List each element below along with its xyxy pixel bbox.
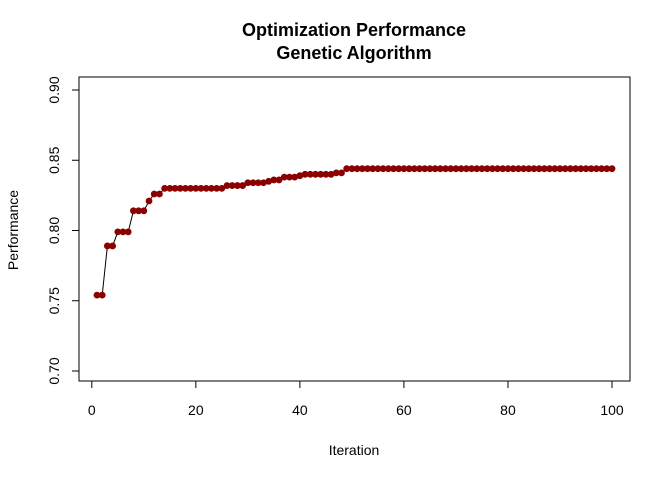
y-tick-label: 0.90: [46, 76, 62, 103]
y-tick-label: 0.70: [46, 357, 62, 384]
series-layer: [93, 165, 616, 299]
y-tick-label: 0.75: [46, 287, 62, 314]
y-tick-label: 0.80: [46, 217, 62, 244]
x-axis-label: Iteration: [329, 442, 380, 458]
x-tick-label: 0: [88, 402, 96, 418]
y-axis: 0.70 0.75 0.80 0.85 0.90: [46, 76, 80, 385]
data-point: [156, 190, 163, 198]
chart-subtitle: Genetic Algorithm: [276, 43, 431, 63]
data-point: [145, 197, 153, 205]
data-point: [239, 182, 247, 189]
data-point: [98, 291, 106, 299]
data-point: [140, 207, 148, 215]
x-tick-label: 20: [188, 402, 204, 418]
data-point: [608, 165, 616, 173]
y-tick-label: 0.85: [46, 146, 62, 173]
x-tick-label: 80: [500, 402, 516, 418]
data-point: [109, 242, 117, 250]
x-axis: 0 20 40 60 80 100: [88, 380, 624, 418]
chart-title: Optimization Performance: [242, 20, 466, 40]
data-point: [338, 169, 345, 177]
data-point: [218, 184, 226, 192]
x-tick-label: 60: [396, 402, 412, 418]
data-point: [275, 176, 283, 184]
x-tick-label: 100: [600, 402, 624, 418]
x-tick-label: 40: [292, 402, 308, 418]
plot-frame: [78, 76, 631, 382]
data-point: [124, 228, 132, 236]
y-axis-label: Performance: [5, 190, 21, 270]
